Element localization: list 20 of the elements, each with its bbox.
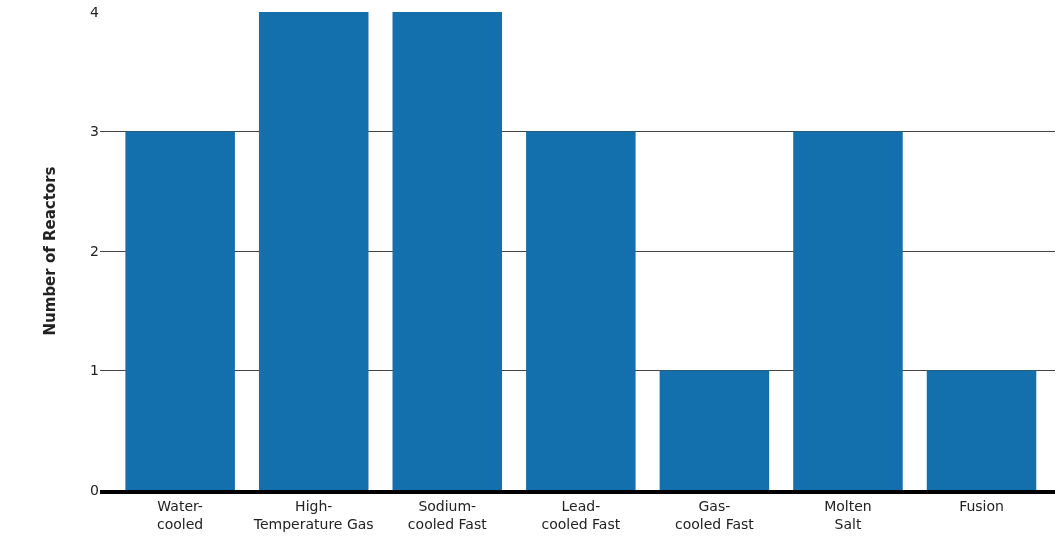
bar [526,131,636,490]
bar [258,12,369,490]
x-tick-label: Gas- cooled Fast [675,497,755,532]
y-tick-label: 3 [90,123,99,140]
x-tick-label: Water- cooled [157,497,204,532]
y-tick-label: 1 [90,362,99,379]
bar [659,370,770,490]
x-tick-label: Sodium- cooled Fast [407,497,488,532]
x-tick-label: Fusion [959,497,1004,514]
y-axis-title: Number of Reactors [41,166,60,336]
bar [392,12,503,490]
y-tick-label: 4 [90,3,100,20]
bar [926,370,1037,490]
x-tick-label: Molten Salt [824,497,872,532]
y-tick-label: 0 [90,481,99,498]
x-tick-label: High- Temperature Gas [252,497,374,532]
x-tick-label: Lead- cooled Fast [541,497,621,532]
bar [793,131,903,490]
y-tick-label: 2 [90,242,99,259]
bar [125,131,235,490]
